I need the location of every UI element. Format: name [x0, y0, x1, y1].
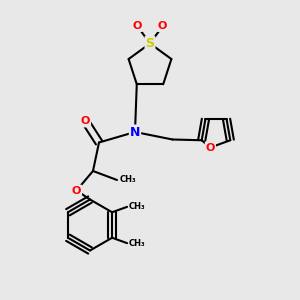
- Text: CH₃: CH₃: [129, 202, 145, 211]
- Text: O: O: [158, 21, 167, 31]
- Text: O: O: [133, 21, 142, 31]
- Text: O: O: [72, 185, 81, 196]
- Text: CH₃: CH₃: [119, 176, 136, 184]
- Text: CH₃: CH₃: [129, 239, 145, 248]
- Text: O: O: [81, 116, 90, 127]
- Text: N: N: [130, 125, 140, 139]
- Text: S: S: [146, 37, 154, 50]
- Text: O: O: [206, 142, 215, 152]
